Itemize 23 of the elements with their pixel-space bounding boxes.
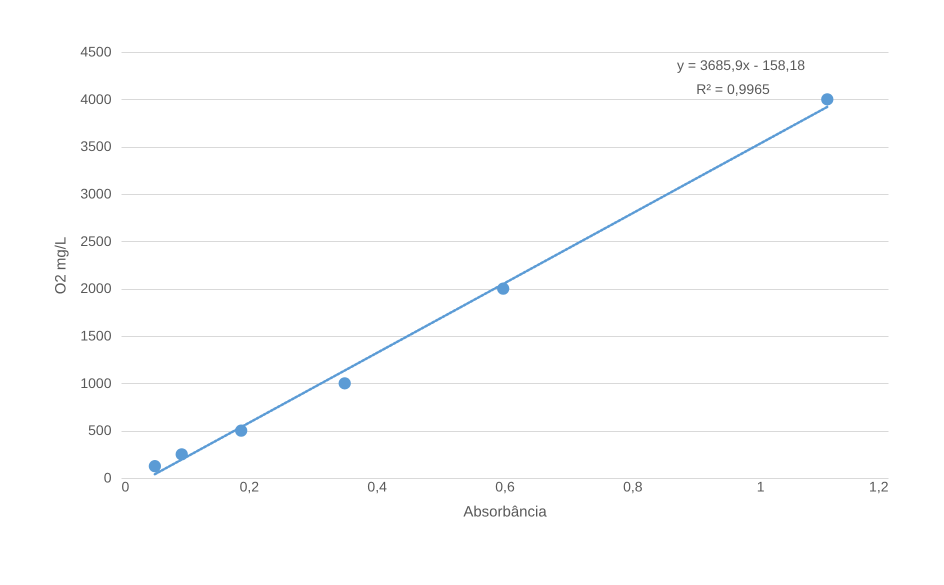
y-tick-label: 2000 (80, 280, 112, 296)
y-tick-label: 500 (88, 422, 112, 438)
point (148, 460, 161, 472)
annotation: R² = 0,9965 (696, 81, 770, 97)
annotation: y = 3685,9x - 158,18 (676, 57, 806, 73)
x-tick-label: 0 (122, 478, 130, 494)
y-tick-label: 1000 (80, 374, 112, 391)
x-axis-title: Absorbância (463, 504, 548, 520)
y-tick-label: 4500 (80, 44, 112, 60)
point (821, 93, 834, 106)
y-axis-title: O2 mg/L (52, 236, 70, 294)
y-tick-label: 2500 (80, 232, 112, 249)
x-tick-label: 0,8 (623, 478, 643, 494)
y-tick-label: 3500 (80, 138, 112, 154)
x-tick-label: 0,2 (240, 478, 260, 494)
y-tick-label: 1500 (80, 328, 112, 344)
x-tick-label: 0,4 (367, 478, 388, 494)
x-tick-label: 0,6 (495, 478, 515, 494)
point (338, 377, 351, 390)
y-tick-label: 3000 (80, 186, 112, 202)
y-tick-label: 4000 (80, 90, 112, 107)
x-tick-label: 1 (756, 478, 765, 494)
x-tick-label: 1,2 (869, 478, 889, 494)
